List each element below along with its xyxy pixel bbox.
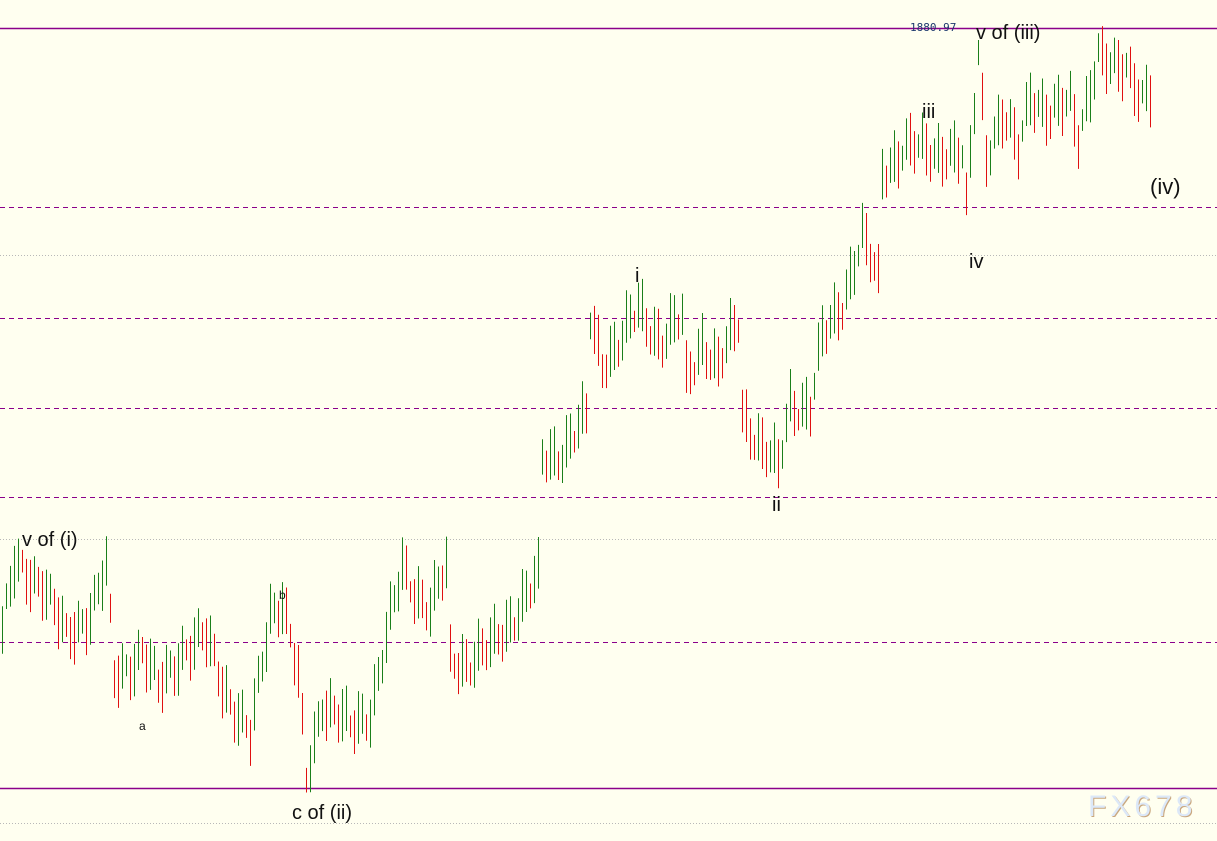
watermark-logo: FX678 [1088, 790, 1197, 823]
wave-label-b: b [279, 588, 286, 602]
price-level-label: 1880.97 [910, 21, 957, 34]
wave-label-v-of-iii: v of (iii) [976, 22, 1041, 44]
wave-label-ii: ii [772, 494, 781, 516]
wave-label-iii: iii [922, 101, 936, 123]
horizontal-levels [0, 27, 1217, 824]
wave-label-i: i [635, 265, 640, 287]
wave-label-v-of-i: v of (i) [22, 529, 78, 551]
wave-label-iv: iv [969, 251, 984, 273]
wave-label-a: a [139, 719, 146, 733]
wave-label-c-of-ii: c of (ii) [292, 802, 352, 824]
price-bars [2, 26, 1151, 793]
wave-label-iv-major: (iv) [1150, 174, 1181, 199]
